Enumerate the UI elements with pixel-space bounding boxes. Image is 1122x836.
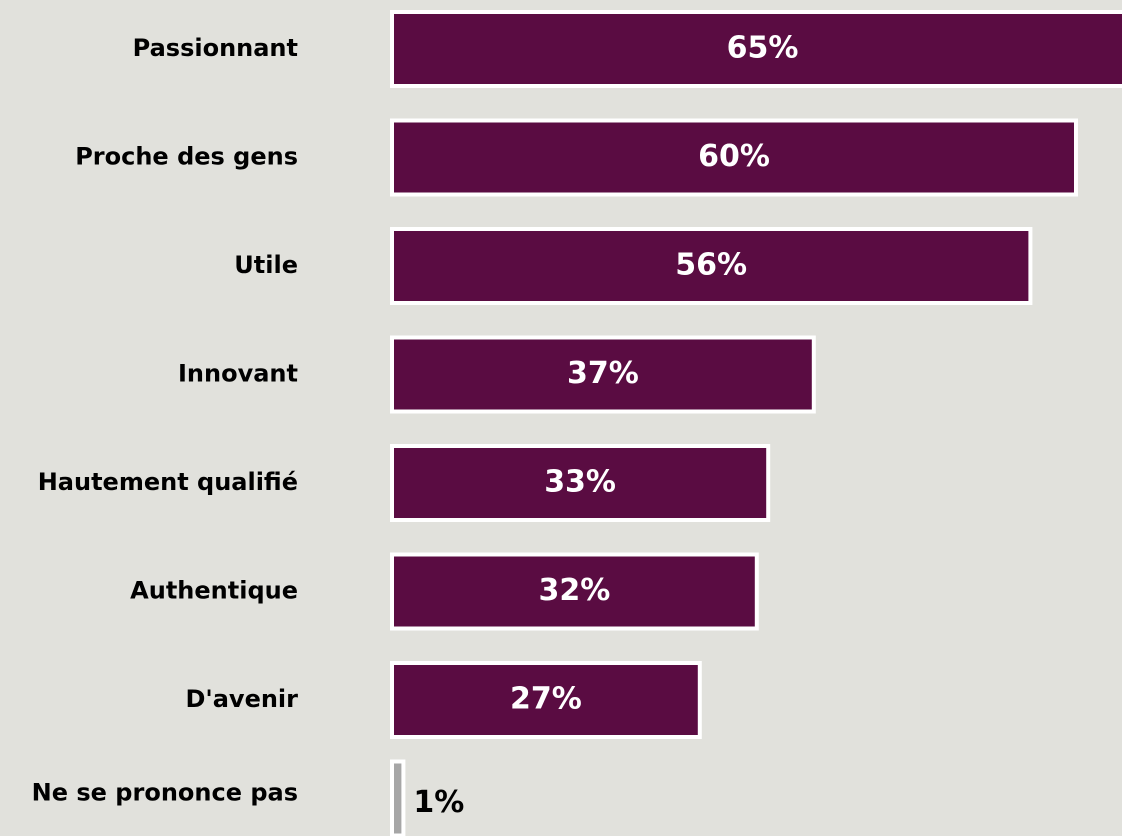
category-label: Ne se prononce pas [32,779,298,807]
value-label: 33% [544,465,616,500]
bar [390,118,1078,197]
category-label: Utile [234,251,298,279]
value-label: 65% [727,31,799,66]
value-label: 60% [698,139,770,174]
value-label: 27% [510,682,582,717]
category-label: Hautement qualifié [38,468,298,496]
bar [390,759,406,836]
category-label: Passionnant [133,34,298,62]
bar [390,335,816,414]
category-label: Innovant [178,360,298,388]
value-label: 1% [413,785,464,820]
value-label: 56% [675,248,747,283]
value-label: 32% [538,573,610,608]
bar [390,227,1033,305]
category-label: Authentique [130,577,298,605]
bar [390,661,702,739]
bar [390,444,771,522]
category-label: Proche des gens [75,143,298,171]
value-label: 37% [567,356,639,391]
bar [390,552,759,631]
bar [390,10,1122,88]
category-label: D'avenir [185,685,298,713]
